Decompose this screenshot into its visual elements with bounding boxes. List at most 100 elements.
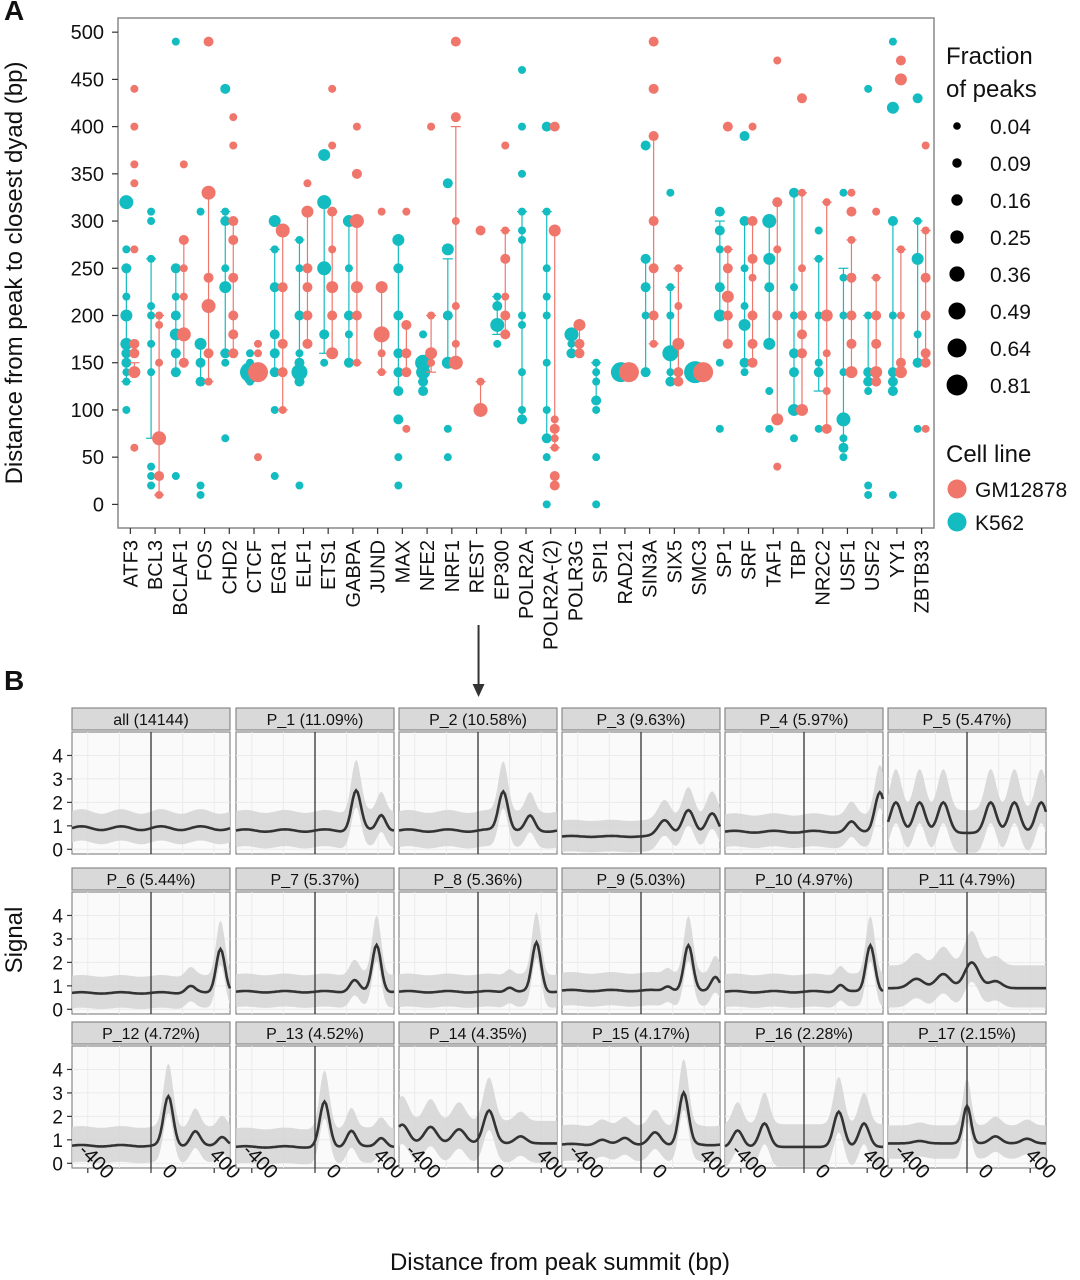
y-tick-label-b: 2 <box>52 1107 63 1128</box>
data-point-k562 <box>542 453 551 462</box>
data-point-gm12878 <box>648 131 659 142</box>
data-point-gm12878 <box>155 320 164 329</box>
data-point-gm12878 <box>179 264 188 273</box>
data-point-k562 <box>295 349 304 358</box>
x-tick-label: MAX <box>392 540 414 583</box>
signal-ribbon <box>236 759 394 849</box>
legend-color-title: Cell line <box>946 441 1031 468</box>
signal-line <box>71 1093 231 1148</box>
data-point-k562 <box>763 252 776 265</box>
data-point-gm12878 <box>649 339 658 348</box>
data-point-gm12878 <box>845 366 858 379</box>
data-point-k562 <box>419 330 428 339</box>
legend-size-label: 0.49 <box>990 301 1031 324</box>
data-point-k562 <box>666 188 675 197</box>
data-point-k562 <box>740 264 749 273</box>
x-tick-label: REST <box>467 540 489 593</box>
data-point-k562 <box>839 368 848 377</box>
data-point-k562 <box>839 311 848 320</box>
data-point-gm12878 <box>797 329 807 340</box>
facet-label: P_9 (5.03%) <box>597 872 686 889</box>
data-point-gm12878 <box>130 443 139 452</box>
data-point-k562 <box>147 339 156 348</box>
data-point-gm12878 <box>674 264 683 273</box>
data-point-gm12878 <box>721 290 734 303</box>
data-point-k562 <box>836 412 851 427</box>
data-point-k562 <box>887 376 898 387</box>
data-point-gm12878 <box>373 326 390 343</box>
data-point-gm12878 <box>895 55 906 66</box>
data-point-k562 <box>789 367 799 378</box>
x-tick-label: NR2C2 <box>813 540 835 606</box>
y-axis-title-b: Signal <box>1 907 28 974</box>
data-point-gm12878 <box>920 357 931 368</box>
data-point-k562 <box>295 481 304 490</box>
data-point-gm12878 <box>920 348 931 359</box>
data-point-k562 <box>592 368 601 377</box>
data-point-k562 <box>196 207 205 216</box>
data-point-k562 <box>393 348 404 359</box>
data-point-k562 <box>740 302 749 311</box>
data-point-gm12878 <box>451 339 460 348</box>
facet-label: P_3 (9.63%) <box>597 712 686 729</box>
data-point-k562 <box>864 84 873 93</box>
data-point-gm12878 <box>377 368 386 377</box>
y-tick-label-b: 4 <box>52 746 63 767</box>
data-point-gm12878 <box>822 387 831 396</box>
x-tick-label: SPI1 <box>590 540 612 583</box>
data-point-gm12878 <box>302 338 313 349</box>
panel-b-chart: Signal Distance from peak summit (bp) all … <box>1 707 1060 1276</box>
data-point-k562 <box>662 345 679 362</box>
data-point-k562 <box>269 367 280 378</box>
legend-color-label: K562 <box>975 512 1024 535</box>
data-point-k562 <box>813 367 824 378</box>
data-point-k562 <box>814 226 823 235</box>
data-point-k562 <box>147 207 156 216</box>
data-point-k562 <box>838 442 849 453</box>
signal-ribbon <box>725 915 883 1008</box>
data-point-gm12878 <box>747 216 758 227</box>
data-point-k562 <box>912 93 923 104</box>
x-tick-label: POLR2A-(2) <box>541 540 563 650</box>
data-point-gm12878 <box>130 179 139 188</box>
data-point-k562 <box>343 310 354 321</box>
data-point-k562 <box>320 358 329 367</box>
data-point-gm12878 <box>302 263 313 274</box>
x-axis-title-b: Distance from peak summit (bp) <box>390 1249 730 1276</box>
data-point-k562 <box>790 311 798 320</box>
facet-label: P_16 (2.28%) <box>755 1026 853 1043</box>
x-tick-label: EGR1 <box>269 540 291 594</box>
data-point-gm12878 <box>327 310 338 321</box>
facet-label: P_1 (11.09%) <box>267 712 364 729</box>
data-point-gm12878 <box>722 121 733 132</box>
data-point-gm12878 <box>773 462 782 471</box>
data-point-k562 <box>592 358 601 367</box>
data-point-gm12878 <box>550 443 559 452</box>
data-point-gm12878 <box>228 348 239 359</box>
data-point-gm12878 <box>130 122 139 131</box>
data-point-k562 <box>714 282 725 293</box>
data-point-gm12878 <box>894 73 907 86</box>
data-point-k562 <box>715 245 724 254</box>
data-point-k562 <box>443 424 452 433</box>
data-point-gm12878 <box>723 245 732 254</box>
y-tick-label: 150 <box>71 353 104 375</box>
signal-line <box>888 961 1046 990</box>
data-point-gm12878 <box>201 185 216 200</box>
legend-size-marker <box>947 338 967 358</box>
facet-label: P_14 (4.35%) <box>429 1026 527 1043</box>
data-point-gm12878 <box>693 362 714 383</box>
data-point-k562 <box>171 292 180 301</box>
data-point-gm12878 <box>401 319 412 330</box>
data-point-gm12878 <box>896 311 905 320</box>
data-point-k562 <box>393 263 404 274</box>
data-point-gm12878 <box>402 424 411 433</box>
data-point-k562 <box>887 386 898 397</box>
signal-line <box>888 1103 1047 1145</box>
data-point-k562 <box>170 367 181 378</box>
data-point-gm12878 <box>352 122 361 131</box>
legend-size-marker <box>953 122 961 130</box>
data-point-gm12878 <box>451 217 460 226</box>
signal-line <box>235 1099 395 1149</box>
data-point-gm12878 <box>130 245 139 254</box>
